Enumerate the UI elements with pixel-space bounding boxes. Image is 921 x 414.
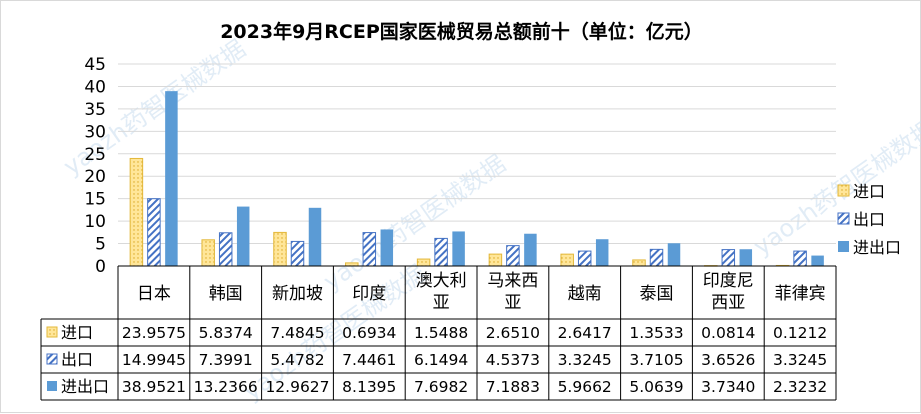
y-tick-label-3: 15 — [84, 190, 106, 210]
table-value-进口-马来西亚: 2.6510 — [486, 324, 540, 342]
category-label-马来西亚: 马来西 — [487, 271, 538, 291]
legend-key-出口 — [837, 212, 850, 225]
bar-出口-新加坡 — [290, 240, 305, 267]
legend-label-进口: 进口 — [853, 182, 885, 201]
chart-title: 2023年9月RCEP国家医械贸易总额前十（单位：亿元） — [220, 21, 703, 43]
table-value-出口-印度: 7.4461 — [342, 351, 396, 369]
category-label-印度尼西亚: 印度尼 — [703, 271, 754, 291]
bar-进出口-澳大利亚 — [452, 231, 465, 266]
table-value-进口-印度: 0.6934 — [342, 324, 396, 342]
table-value-出口-泰国: 3.7105 — [629, 351, 683, 369]
table-value-进口-新加坡: 7.4845 — [270, 324, 324, 342]
table-value-进出口-韩国: 13.2366 — [194, 378, 258, 396]
y-tick-label-4: 20 — [84, 167, 106, 187]
table-value-进口-日本: 23.9575 — [122, 324, 186, 342]
table-row-header-进出口: 进出口 — [61, 377, 109, 396]
table-value-出口-日本: 14.9945 — [122, 351, 186, 369]
table-value-进出口-新加坡: 12.9627 — [265, 378, 329, 396]
table-value-出口-韩国: 7.3991 — [199, 351, 253, 369]
table-value-出口-澳大利亚: 6.1494 — [414, 351, 468, 369]
y-tick-label-1: 5 — [95, 235, 106, 255]
table-value-进出口-澳大利亚: 7.6982 — [414, 378, 468, 396]
legend-key-进口 — [837, 184, 850, 197]
bar-进口-澳大利亚 — [416, 258, 431, 267]
table-value-出口-越南: 3.3245 — [558, 351, 612, 369]
category-label-日本: 日本 — [137, 284, 171, 304]
table-value-进出口-印度尼西亚: 3.7340 — [701, 378, 755, 396]
category-label-泰国: 泰国 — [640, 284, 674, 304]
bar-进出口-印度尼西亚 — [739, 249, 753, 266]
table-key-进出口 — [47, 381, 57, 391]
table-key-进口 — [46, 326, 58, 338]
bar-出口-日本 — [147, 198, 161, 267]
category-label-澳大利亚: 澳大利 — [416, 271, 467, 291]
table-value-进出口-菲律宾: 2.3232 — [773, 378, 827, 396]
bar-出口-印度 — [362, 232, 377, 267]
bar-进出口-泰国 — [667, 243, 681, 266]
table-value-进出口-泰国: 5.0639 — [629, 378, 683, 396]
y-tick-label-7: 35 — [84, 100, 106, 120]
bar-进口-越南 — [560, 253, 574, 267]
bar-进口-韩国 — [201, 239, 215, 267]
category-label-澳大利亚: 亚 — [433, 293, 450, 313]
table-value-进口-越南: 2.6417 — [558, 324, 612, 342]
table-value-出口-菲律宾: 3.3245 — [773, 351, 827, 369]
table-value-进口-菲律宾: 0.1212 — [773, 324, 827, 342]
category-label-菲律宾: 菲律宾 — [775, 284, 826, 304]
y-tick-label-9: 45 — [84, 55, 106, 75]
category-label-马来西亚: 亚 — [504, 293, 521, 313]
table-row-header-进口: 进口 — [61, 323, 93, 342]
bar-进出口-马来西亚 — [524, 233, 537, 266]
category-label-韩国: 韩国 — [209, 284, 243, 304]
bar-进出口-日本 — [165, 91, 178, 267]
table-value-进出口-马来西亚: 7.1883 — [486, 378, 540, 396]
bar-出口-菲律宾 — [793, 250, 807, 267]
bar-出口-泰国 — [649, 248, 664, 267]
table-value-进出口-日本: 38.9521 — [122, 378, 186, 396]
bar-进口-日本 — [129, 157, 144, 267]
bar-进口-泰国 — [632, 259, 646, 267]
bar-出口-马来西亚 — [506, 245, 520, 267]
bar-进出口-韩国 — [236, 206, 250, 266]
y-tick-label-2: 10 — [84, 212, 106, 232]
table-value-进口-澳大利亚: 1.5488 — [414, 324, 468, 342]
y-tick-label-6: 30 — [84, 122, 106, 142]
table-value-出口-新加坡: 5.4782 — [270, 351, 324, 369]
table-value-进口-韩国: 5.8374 — [199, 324, 253, 342]
bar-出口-澳大利亚 — [434, 237, 448, 267]
category-label-越南: 越南 — [568, 284, 602, 304]
table-row-header-出口: 出口 — [61, 350, 93, 369]
table-value-出口-印度尼西亚: 3.6526 — [701, 351, 755, 369]
bar-出口-韩国 — [218, 232, 233, 267]
bar-进出口-印度 — [380, 229, 394, 266]
bar-进口-马来西亚 — [488, 253, 503, 267]
bar-进口-新加坡 — [273, 231, 287, 267]
table-value-进出口-越南: 5.9662 — [558, 378, 612, 396]
y-tick-label-8: 40 — [84, 77, 106, 97]
y-tick-label-0: 0 — [95, 257, 106, 277]
table-value-进出口-印度: 8.1395 — [342, 378, 396, 396]
table-key-出口 — [46, 353, 58, 365]
category-label-新加坡: 新加坡 — [272, 284, 323, 304]
table-value-进口-印度尼西亚: 0.0814 — [701, 324, 755, 342]
bar-出口-越南 — [577, 250, 592, 267]
bar-进出口-菲律宾 — [811, 255, 824, 266]
bar-进出口-新加坡 — [308, 207, 322, 266]
legend-label-出口: 出口 — [853, 210, 885, 229]
bar-进出口-越南 — [595, 239, 609, 266]
legend-label-进出口: 进出口 — [853, 238, 901, 257]
category-label-印度尼西亚: 西亚 — [711, 293, 745, 313]
y-tick-label-5: 25 — [84, 145, 106, 165]
bar-出口-印度尼西亚 — [721, 249, 736, 267]
table-value-进口-泰国: 1.3533 — [629, 324, 683, 342]
table-value-出口-马来西亚: 4.5373 — [486, 351, 540, 369]
category-label-印度: 印度 — [352, 284, 386, 304]
legend-key-进出口 — [838, 241, 849, 252]
